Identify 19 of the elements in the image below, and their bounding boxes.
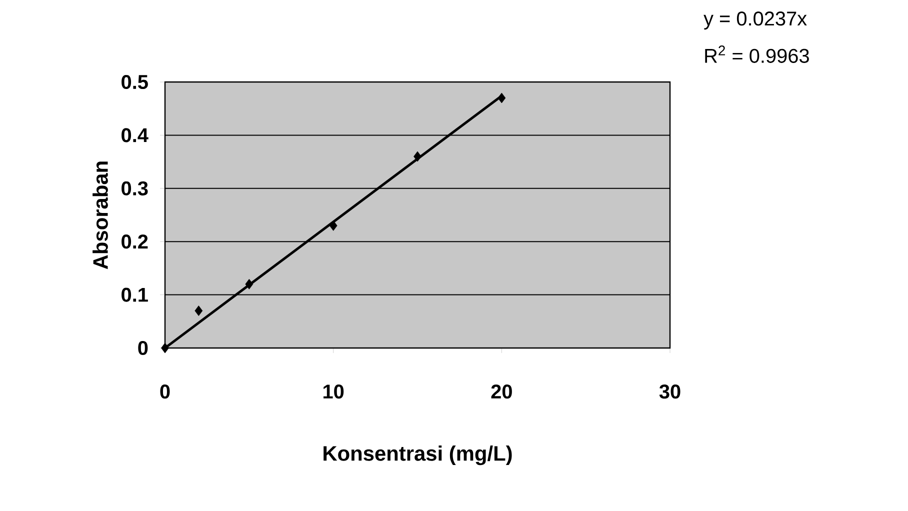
- text: R$^{2}$ = 0.9963: [705, 46, 809, 63]
- x-tick-label: 30: [659, 384, 680, 399]
- x-tick-label: 10: [324, 384, 344, 399]
- x-axis-title: Konsentrasi (mg/L): [324, 446, 512, 466]
- point: [414, 151, 422, 162]
- y-tick-label: 0.3: [122, 181, 148, 196]
- y-axis-title: Absoraban: [92, 162, 108, 270]
- y-tick-label: 0.1: [122, 288, 148, 302]
- text: y = 0.0237x: [704, 12, 807, 30]
- y-tick-label: 0.5: [122, 74, 148, 90]
- y-tick-label: 0.2: [122, 234, 148, 249]
- x-tick-label: 0: [160, 384, 170, 399]
- y-tick-label: 0: [138, 340, 148, 356]
- x-tick-label: 20: [491, 384, 512, 399]
- point: [161, 342, 169, 354]
- y-tick-label: 0.4: [122, 128, 148, 142]
- point: [498, 92, 506, 104]
- point: [194, 306, 203, 316]
- point: [245, 278, 254, 290]
